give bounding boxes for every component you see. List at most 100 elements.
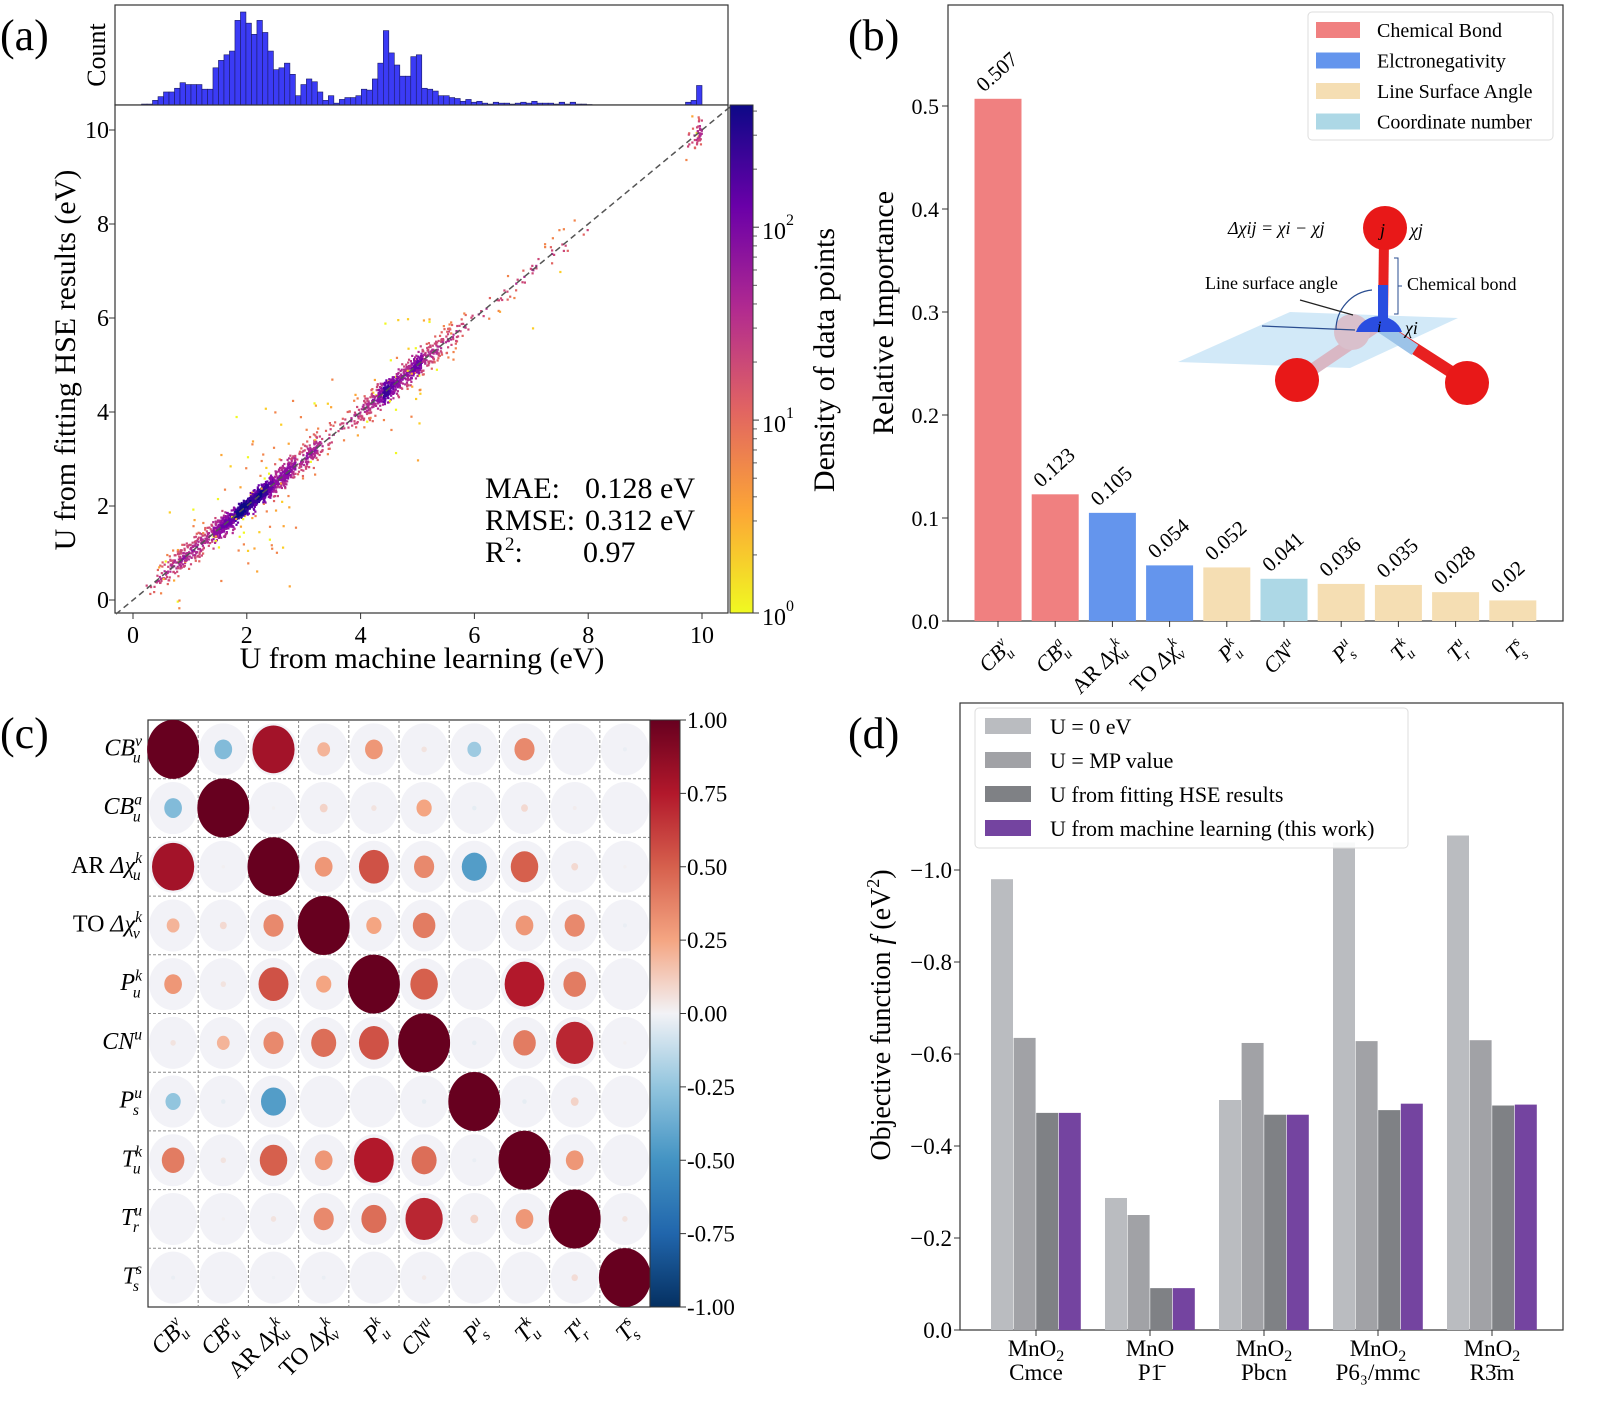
angle-pointer: [1299, 299, 1354, 316]
scatter-point: [470, 316, 473, 319]
scatter-point: [411, 354, 414, 358]
scatter-point: [414, 377, 418, 380]
scatter-point: [270, 485, 273, 489]
scatter-point: [251, 443, 254, 446]
column-label: AR Δχku: [221, 1312, 296, 1387]
scatter-point: [378, 385, 382, 389]
y-tick-label: 2: [97, 494, 109, 520]
correlation-circle: [166, 918, 180, 933]
scatter-point: [232, 526, 235, 529]
scatter-point: [398, 376, 401, 379]
scatter-point: [410, 370, 413, 373]
scatter-point: [275, 479, 278, 482]
scatter-point: [164, 560, 167, 563]
scatter-point: [238, 515, 241, 518]
scatter-point: [257, 497, 260, 500]
scatter-point: [153, 591, 156, 594]
scatter-point: [172, 561, 176, 564]
scatter-point: [411, 385, 414, 388]
scatter-point: [434, 350, 437, 353]
legend-label: Line Surface Angle: [1377, 81, 1533, 103]
scatter-point: [226, 524, 230, 527]
scatter-point: [410, 372, 413, 375]
legend-label: Elctronegativity: [1377, 51, 1506, 73]
scatter-point: [232, 528, 235, 532]
scatter-point: [394, 408, 398, 411]
scatter-point: [265, 486, 268, 489]
scatter-point: [531, 272, 534, 275]
y-tick-label: −0.2: [910, 1226, 952, 1251]
scatter-point: [376, 383, 379, 386]
scatter-point: [388, 382, 391, 385]
scatter-point: [700, 119, 703, 122]
scatter-point: [289, 461, 292, 465]
metric-superscript: 2: [505, 534, 515, 555]
scatter-point: [417, 350, 420, 354]
scatter-point: [437, 354, 440, 357]
scatter-point: [219, 522, 223, 525]
tick-exponent: 1: [786, 405, 794, 422]
scatter-point: [381, 397, 384, 401]
scatter-point: [262, 492, 266, 495]
column-label: Tss: [609, 1313, 647, 1351]
scatter-point: [230, 509, 233, 512]
panel-label-b: (b): [848, 11, 899, 60]
histogram-bar: [432, 90, 439, 106]
label-subscript: v: [133, 926, 140, 943]
y-tick-label: 0.0: [923, 1318, 952, 1343]
scatter-point: [312, 433, 315, 436]
histogram-bar: [168, 91, 175, 106]
scatter-point: [274, 463, 277, 466]
scatter-point: [354, 413, 358, 416]
scatter-point: [222, 519, 225, 522]
histogram-bar: [284, 62, 291, 106]
scatter-point: [407, 361, 410, 364]
scatter-point: [543, 243, 547, 246]
scatter-point: [396, 390, 399, 393]
scatter-point: [429, 350, 432, 353]
scatter-point: [255, 494, 259, 497]
scatter-point: [360, 414, 363, 417]
scatter-point: [394, 380, 397, 383]
histogram-bar: [278, 67, 285, 106]
scatter-point: [429, 355, 432, 358]
scatter-point: [382, 418, 386, 422]
scatter-point: [373, 378, 376, 382]
scatter-point: [237, 502, 241, 505]
scatter-point: [260, 494, 264, 497]
scatter-point: [255, 502, 259, 505]
scatter-point: [418, 389, 421, 392]
scatter-point: [288, 585, 291, 588]
scatter-point: [353, 420, 356, 423]
scatter-point: [231, 514, 234, 517]
scatter-point: [428, 362, 431, 365]
scatter-point: [582, 233, 585, 236]
scatter-point: [383, 396, 386, 399]
scatter-point: [216, 534, 219, 537]
label-subscript: u: [133, 1160, 141, 1177]
scatter-point: [406, 318, 410, 321]
scatter-point: [301, 451, 304, 454]
scatter-point: [418, 422, 421, 425]
scatter-point: [446, 333, 450, 336]
scatter-point: [274, 411, 277, 414]
scatter-point: [227, 514, 230, 517]
scatter-points: [145, 115, 703, 610]
scatter-point: [262, 494, 265, 497]
histogram-bar: [690, 100, 697, 106]
x-tick-label: Pku: [1211, 634, 1248, 671]
scatter-point: [445, 335, 448, 338]
scatter-point: [257, 484, 260, 487]
importance-bar: [974, 98, 1022, 622]
scatter-point: [318, 435, 321, 438]
scatter-point: [239, 505, 243, 508]
scatter-point: [367, 404, 370, 407]
scatter-point: [328, 442, 331, 445]
scatter-point: [267, 472, 271, 475]
scatter-point: [269, 495, 272, 498]
scatter-point: [273, 490, 276, 493]
scatter-point: [311, 448, 314, 451]
scatter-point: [290, 459, 293, 463]
scatter-point: [224, 525, 227, 528]
